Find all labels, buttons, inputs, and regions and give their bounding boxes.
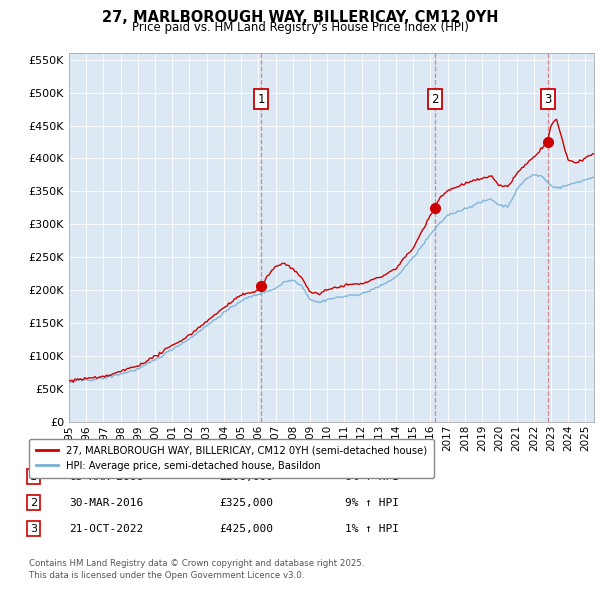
Legend: 27, MARLBOROUGH WAY, BILLERICAY, CM12 0YH (semi-detached house), HPI: Average pr: 27, MARLBOROUGH WAY, BILLERICAY, CM12 0Y… — [29, 438, 434, 478]
Text: 2: 2 — [30, 498, 37, 507]
Text: 9% ↑ HPI: 9% ↑ HPI — [345, 498, 399, 507]
Text: Price paid vs. HM Land Registry's House Price Index (HPI): Price paid vs. HM Land Registry's House … — [131, 21, 469, 34]
Text: 27, MARLBOROUGH WAY, BILLERICAY, CM12 0YH: 27, MARLBOROUGH WAY, BILLERICAY, CM12 0Y… — [102, 10, 498, 25]
Text: £425,000: £425,000 — [219, 524, 273, 533]
Text: 30-MAR-2016: 30-MAR-2016 — [69, 498, 143, 507]
Text: 1: 1 — [257, 93, 265, 106]
Text: 6% ↑ HPI: 6% ↑ HPI — [345, 472, 399, 481]
Text: 03-MAR-2006: 03-MAR-2006 — [69, 472, 143, 481]
Text: Contains HM Land Registry data © Crown copyright and database right 2025.
This d: Contains HM Land Registry data © Crown c… — [29, 559, 364, 580]
Text: 21-OCT-2022: 21-OCT-2022 — [69, 524, 143, 533]
Text: £325,000: £325,000 — [219, 498, 273, 507]
Text: 1: 1 — [30, 472, 37, 481]
Text: 3: 3 — [30, 524, 37, 533]
Text: £206,000: £206,000 — [219, 472, 273, 481]
Text: 3: 3 — [544, 93, 551, 106]
Text: 1% ↑ HPI: 1% ↑ HPI — [345, 524, 399, 533]
Text: 2: 2 — [431, 93, 439, 106]
